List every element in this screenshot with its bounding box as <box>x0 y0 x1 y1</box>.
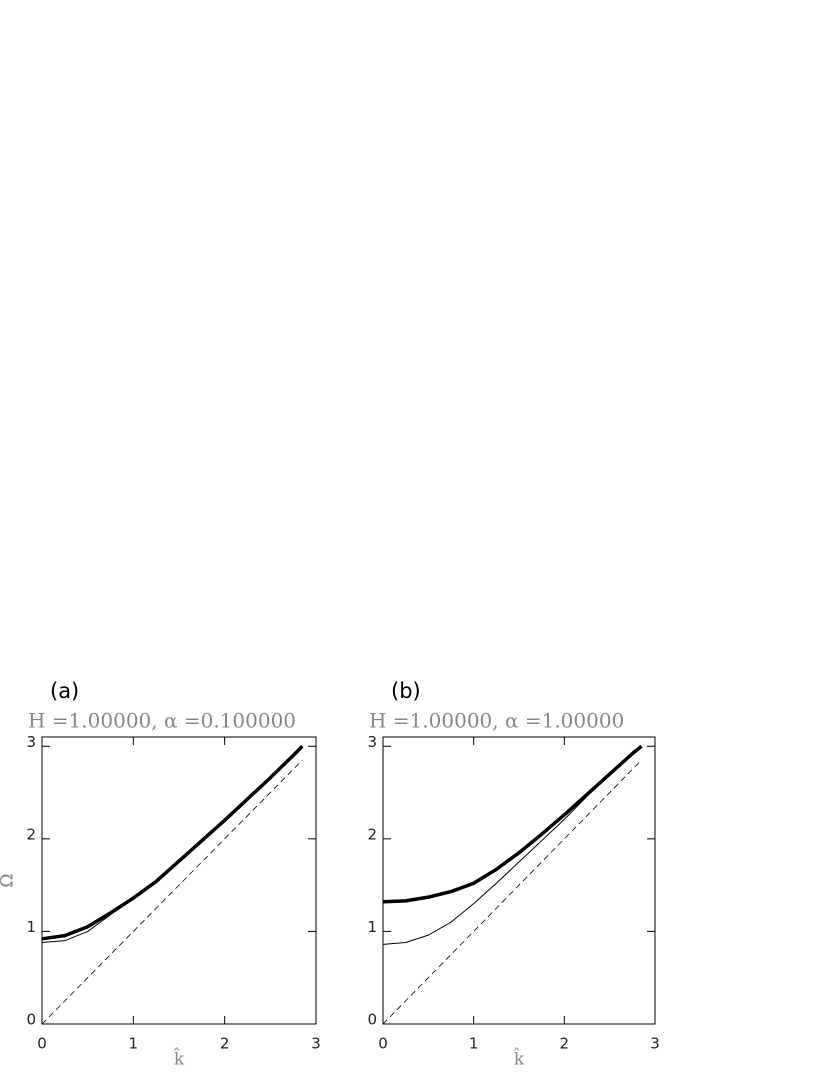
y-tick-label: 1 <box>26 918 36 936</box>
curve <box>41 745 304 941</box>
plot-frame <box>382 736 656 1025</box>
y-tick-label: 1 <box>367 918 377 936</box>
x-tick-label: 2 <box>560 1035 570 1053</box>
y-tick-label: 3 <box>26 733 36 751</box>
x-tick-label: 3 <box>311 1035 321 1053</box>
y-tick-label: 0 <box>26 1011 36 1029</box>
x-tick-label: 0 <box>378 1035 388 1053</box>
curve <box>382 759 642 1025</box>
subtitle: H =1.00000, α =1.00000 <box>369 709 624 733</box>
curve <box>382 745 642 945</box>
plot-frame <box>41 736 317 1025</box>
x-tick-label: 2 <box>220 1035 230 1053</box>
x-axis-label: k̂ <box>174 1048 185 1070</box>
y-tick-label: 2 <box>26 825 36 843</box>
y-axis-label: Ω <box>0 873 18 887</box>
curve <box>382 744 643 904</box>
panel-label: (b) <box>391 679 421 703</box>
x-tick-label: 1 <box>129 1035 139 1053</box>
x-axis-label: k̂ <box>514 1048 525 1070</box>
x-tick-label: 3 <box>650 1035 660 1053</box>
x-tick-label: 0 <box>37 1035 47 1053</box>
curve <box>41 759 303 1025</box>
panel-label: (a) <box>50 679 79 703</box>
y-axis-label: Ω <box>0 873 18 887</box>
subtitle: H =1.00000, α =0.100000 <box>28 709 296 733</box>
y-tick-label: 0 <box>367 1011 377 1029</box>
y-tick-label: 2 <box>367 825 377 843</box>
x-tick-label: 1 <box>469 1035 479 1053</box>
y-tick-label: 3 <box>367 733 377 751</box>
curve <box>41 745 303 944</box>
